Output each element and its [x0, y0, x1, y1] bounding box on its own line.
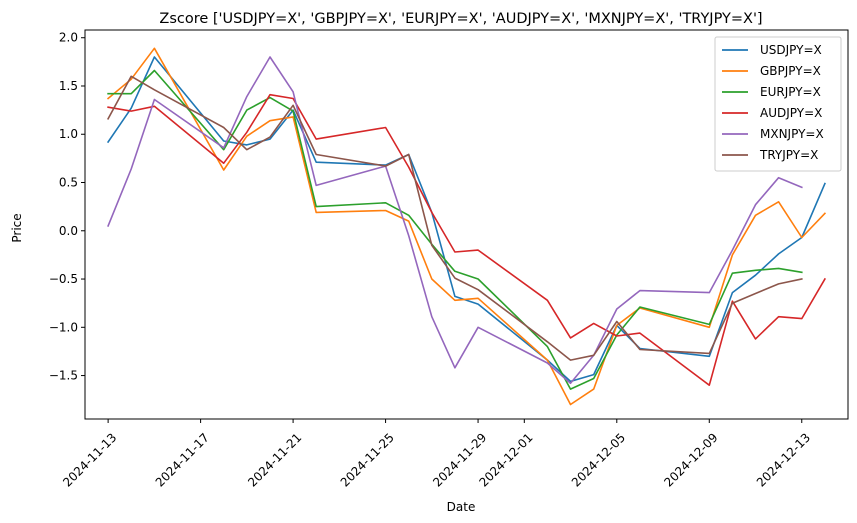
series-line-mxnjpy-x [107, 56, 803, 385]
x-axis-label: Date [447, 500, 476, 514]
series-line-usdjpy-x [106, 56, 826, 383]
legend-entry: USDJPY=X [722, 43, 822, 57]
series-layer [106, 47, 827, 406]
y-tick-label: −1.0 [49, 320, 78, 334]
y-tick-label: 0.0 [59, 224, 78, 238]
legend: USDJPY=X GBPJPY=X EURJPY=X AUDJPY=X MXNJPY=X… [714, 36, 842, 172]
series-line-tryjpy-x [107, 75, 803, 361]
legend-entry: AUDJPY=X [722, 106, 822, 120]
chart-title: Zscore ['USDJPY=X', 'GBPJPY=X', 'EURJPY=… [159, 11, 762, 27]
legend-entry: EURJPY=X [722, 85, 821, 99]
series-line-audjpy-x [107, 93, 826, 387]
plot-frame [84, 29, 849, 420]
legend-entry: MXNJPY=X [722, 127, 824, 141]
y-tick-label: 1.5 [59, 79, 78, 93]
legend-label: USDJPY=X [760, 43, 822, 57]
y-axis: −1.5 −1.0 −0.5 0.0 0.5 1.0 1.5 2.0 [49, 31, 85, 383]
series-line-eurjpy-x [107, 69, 803, 390]
legend-label: MXNJPY=X [760, 127, 824, 141]
y-tick-label: 1.0 [59, 127, 78, 141]
legend-label: GBPJPY=X [760, 64, 821, 78]
legend-entry: GBPJPY=X [722, 64, 821, 78]
legend-entry: TRYJPY=X [722, 148, 818, 162]
y-tick-label: 2.0 [59, 31, 78, 45]
y-tick-label: 0.5 [59, 176, 78, 190]
y-tick-label: −0.5 [49, 272, 78, 286]
y-axis-label: Price [10, 213, 24, 242]
y-tick-label: −1.5 [49, 369, 78, 383]
series-line-gbpjpy-x [106, 47, 827, 406]
legend-label: TRYJPY=X [759, 148, 818, 162]
legend-label: AUDJPY=X [760, 106, 822, 120]
legend-label: EURJPY=X [760, 85, 821, 99]
